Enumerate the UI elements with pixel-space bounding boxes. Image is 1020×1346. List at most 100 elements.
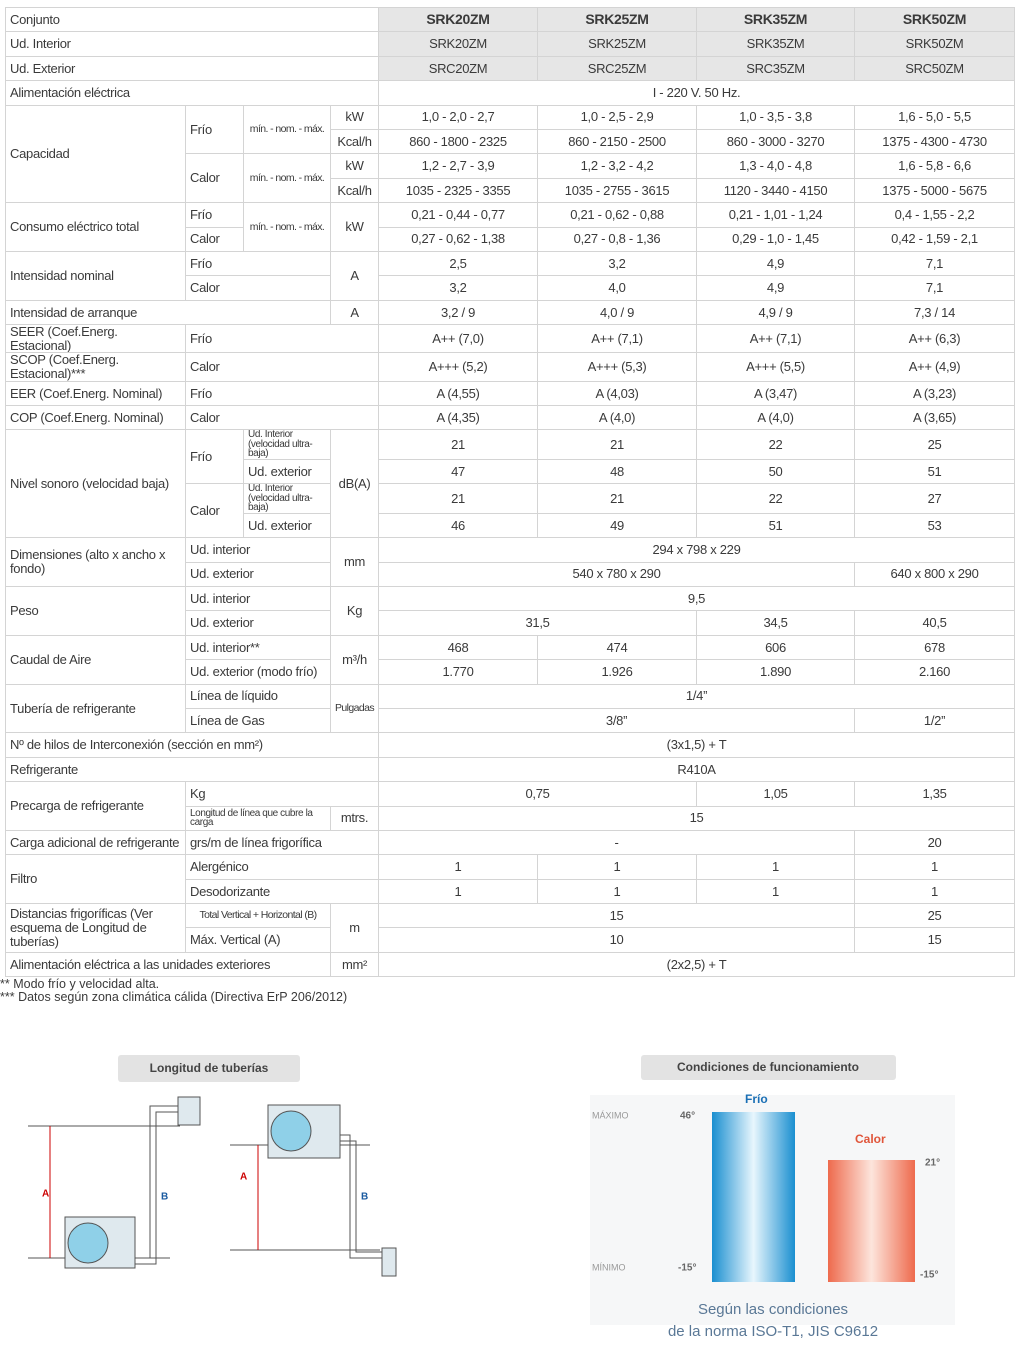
table-cell: 0,27 - 0,62 - 1,38 <box>378 226 539 252</box>
table-cell: Frío <box>185 250 331 277</box>
piping-scene-2 <box>230 1104 397 1277</box>
table-cell: kW <box>329 153 380 179</box>
table-cell: A (4,0) <box>696 405 856 431</box>
table-cell: Intensidad de arranque <box>5 299 331 326</box>
table-cell: Ud. Interior <box>4 31 380 57</box>
table-row: Conjunto SRK20ZM SRK25ZM SRK35ZM SRK50ZM <box>4 6 1016 33</box>
table-cell: 2.160 <box>854 659 1016 685</box>
table-cell: SCOP (Coef.Energ. Estacional)*** <box>5 352 186 382</box>
table-cell: Precarga de refrigerante <box>5 781 186 831</box>
table-cell: 27 <box>854 483 1016 514</box>
table-row: Intensidad nominal Frío A 2,5 3,2 4,9 7,1 <box>5 250 1016 301</box>
table-cell: mín. - nom. - máx. <box>243 104 331 155</box>
table-cell: Capacidad <box>5 104 186 204</box>
table-cell: 1.770 <box>378 659 539 685</box>
table-cell: 3,2 <box>537 250 698 277</box>
table-cell: 1120 - 3440 - 4150 <box>696 177 856 204</box>
table-cell: 53 <box>854 512 1016 539</box>
table-cell: SRC20ZM <box>378 55 539 82</box>
table-cell: 7,3 / 14 <box>854 299 1016 326</box>
table-cell: Tubería de refrigerante <box>5 683 186 734</box>
table-row: Ud. exterior 540 x 780 x 290 640 x 800 x 2… <box>6 561 1016 587</box>
table-cell: Consumo eléctrico total <box>5 202 186 252</box>
table-cell: Ud. Exterior <box>4 55 380 82</box>
table-row: SEER (Coef.Energ. Estacional) Frío A++ (7,… <box>5 324 1016 354</box>
table-cell: A <box>329 250 380 301</box>
table-cell: A+++ (5,2) <box>378 352 539 382</box>
table-cell: 3,2 <box>378 275 539 301</box>
table-cell: 1,2 - 3,2 - 4,2 <box>537 153 698 179</box>
table-cell: 606 <box>696 634 856 661</box>
table-cell: Ud. exterior (modo frío) <box>185 659 331 685</box>
label-box <box>118 1055 300 1082</box>
table-cell: Ud. interior <box>185 537 331 563</box>
table-cell: (3x1,5) + T <box>378 732 1016 758</box>
table-cell: Alergénico <box>184 854 380 880</box>
table-cell: Frío <box>185 429 244 485</box>
table-cell: 3,2 / 9 <box>378 299 539 326</box>
table-cell: EER (Coef.Energ. Nominal) <box>5 380 186 407</box>
table-cell: (2x2,5) + T <box>378 951 1016 978</box>
note: Según las condiciones <box>698 1301 848 1318</box>
table-row: Intensidad de arranque A 3,2 / 9 4,0 / 9 4,9… <box>5 299 1016 326</box>
temp-label: 21° <box>925 1158 940 1169</box>
table-cell: 0,42 - 1,59 - 2,1 <box>854 226 1016 252</box>
table-row: Nivel sonoro (velocidad baja) Frío Ud. Int… <box>5 429 1016 539</box>
table-cell: Distancias frigoríficas (Ver esquema de … <box>5 903 186 953</box>
table-cell: 0,75 <box>378 781 698 807</box>
table-cell: Frío <box>184 380 380 407</box>
table-cell: Peso <box>5 585 186 636</box>
table-cell: dB(A) <box>329 429 380 539</box>
table-cell: Frío <box>185 104 244 155</box>
table-cell: Calor <box>184 405 380 431</box>
table-cell: Longitud de línea que cubre la carga <box>185 805 331 831</box>
column-header: SRK25ZM <box>537 6 698 33</box>
table-row: SCOP (Coef.Energ. Estacional)*** Calor A++… <box>5 352 1016 382</box>
table-cell: Línea de líquido <box>185 683 331 709</box>
table-cell: Kg <box>329 585 380 636</box>
table-cell: mín. - nom. - máx. <box>243 153 331 204</box>
table-cell: Kg <box>184 781 380 807</box>
table-cell: 1/2” <box>854 707 1016 734</box>
table-cell: A++ (7,0) <box>378 324 539 354</box>
table-cell: Dimensiones (alto x ancho x fondo) <box>5 537 186 587</box>
table-row: Capacidad Frío mín. - nom. - máx. kW 1,0 - 2… <box>5 104 1016 204</box>
table-cell: Total Vertical + Horizontal (B) <box>185 903 331 929</box>
table-cell: 1,2 - 2,7 - 3,9 <box>378 153 539 179</box>
table-cell: COP (Coef.Energ. Nominal) <box>5 405 186 431</box>
table-cell: 294 x 798 x 229 <box>378 537 1016 563</box>
table-cell: kW <box>329 202 380 252</box>
table-cell: - <box>378 829 856 856</box>
table-cell: 4,9 <box>696 250 856 277</box>
table-cell: A (4,35) <box>378 405 539 431</box>
table-cell: 50 <box>696 458 856 485</box>
table-cell: A+++ (5,3) <box>537 352 698 382</box>
table-cell: A++ (7,1) <box>696 324 856 354</box>
dimension-label: B <box>361 1192 368 1203</box>
diagrams: Longitud de tuberías A B A B Condiciones… <box>28 1055 955 1340</box>
table-cell: 0,29 - 1,0 - 1,45 <box>696 226 856 252</box>
table-cell: 1,0 - 2,5 - 2,9 <box>537 104 698 130</box>
table-cell: SRK20ZM <box>378 31 539 57</box>
table-cell: 1 <box>378 854 539 880</box>
table-row: Precarga de refrigerante Kg 0,75 1,05 1,35 <box>5 781 1016 831</box>
table-row: Kcal/h 860 - 1800 - 2325 860 - 2150 - 2500… <box>6 128 1016 155</box>
table-cell: A++ (4,9) <box>854 352 1016 382</box>
table-cell: SRK25ZM <box>537 31 698 57</box>
table-cell: 1 <box>696 878 856 905</box>
table-cell: 860 - 3000 - 3270 <box>696 128 856 155</box>
table-cell: 1 <box>854 878 1016 905</box>
dimension-label: A <box>42 1189 49 1200</box>
table-cell: 1/4” <box>378 683 1016 709</box>
table-cell: 51 <box>854 458 1016 485</box>
table-row: Consumo eléctrico total Frío mín. - nom. -… <box>5 202 1016 252</box>
table-cell: SRC25ZM <box>537 55 698 82</box>
table-cell: Calor <box>185 483 244 539</box>
table-cell: 31,5 <box>378 610 698 636</box>
note: de la norma ISO-T1, JIS C9612 <box>668 1323 878 1340</box>
table-row: Calor 3,2 4,0 4,9 7,1 <box>6 275 1016 301</box>
footnote: *** Datos según zona climática cálida (D… <box>0 990 348 1004</box>
table-cell: mín. - nom. - máx. <box>243 202 331 252</box>
table-cell: 1035 - 2325 - 3355 <box>378 177 539 204</box>
